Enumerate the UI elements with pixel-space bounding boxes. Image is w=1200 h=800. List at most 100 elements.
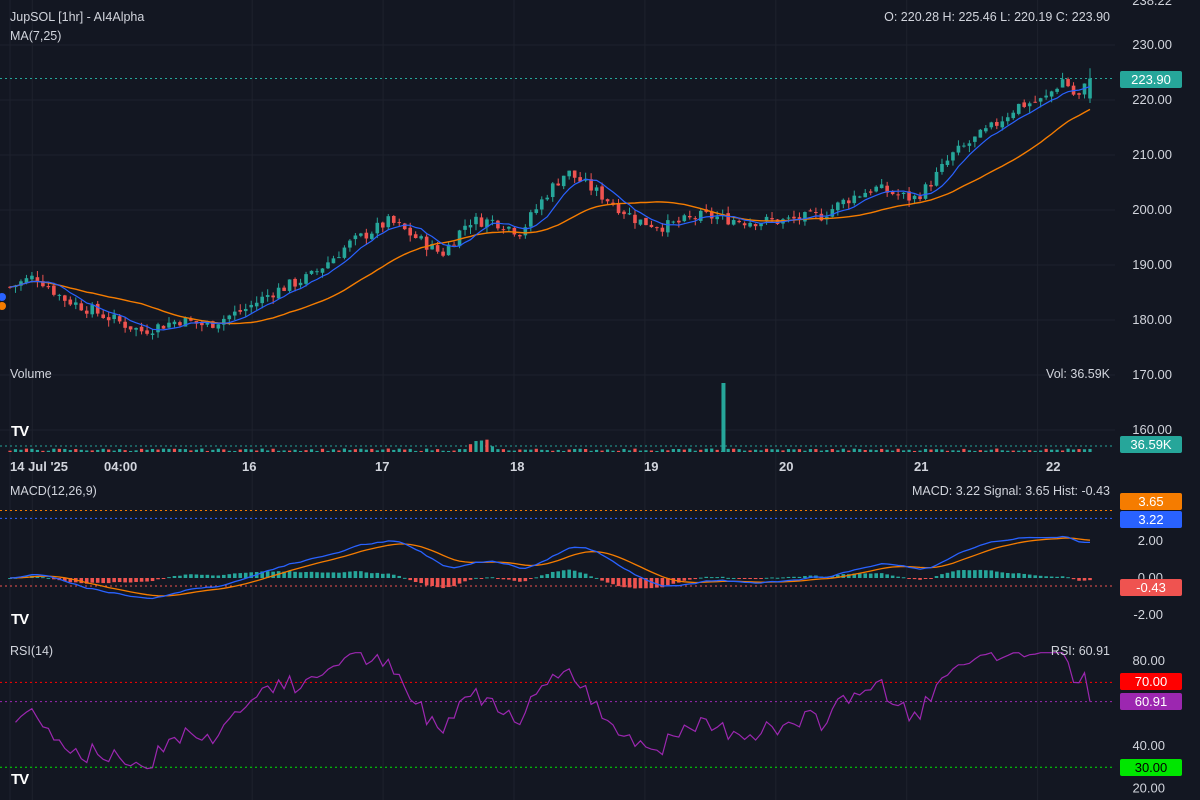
candle <box>518 235 522 237</box>
tradingview-logo: TV <box>11 611 29 628</box>
macd-hist-bar <box>1033 575 1037 578</box>
macd-hist-bar <box>1082 578 1087 581</box>
volume-bar <box>858 449 862 452</box>
macd-hist-bar <box>46 577 51 579</box>
volume-bar <box>260 448 264 452</box>
macd-hist-bar <box>123 578 127 583</box>
macd-hist-bar <box>583 573 588 578</box>
macd-hist-bar <box>781 577 785 579</box>
candle <box>748 222 752 227</box>
volume-bar <box>282 450 286 452</box>
candle <box>183 317 188 327</box>
candle <box>649 224 654 228</box>
macd-hist-bar <box>402 577 407 579</box>
candle <box>934 171 939 186</box>
macd-hist-bar <box>874 573 878 578</box>
volume-bar <box>660 449 664 452</box>
macd-hist-bar <box>951 571 955 578</box>
macd-hist-bar <box>759 578 763 579</box>
volume-bar <box>1055 449 1059 452</box>
volume-bar <box>759 450 763 452</box>
volume-bar <box>172 448 177 452</box>
macd-hist-bar <box>1044 576 1048 578</box>
macd-hist-bar <box>973 570 977 578</box>
macd-hist-bar <box>128 578 133 583</box>
candle <box>320 268 325 273</box>
volume-bar <box>627 450 632 452</box>
candle <box>792 216 796 219</box>
volume-bar <box>940 449 944 452</box>
price-tick: 180.00 <box>1132 312 1172 327</box>
price-tick: 210.00 <box>1132 147 1172 162</box>
macd-hist-bar <box>578 572 582 578</box>
candle <box>539 199 544 210</box>
candle <box>731 220 736 225</box>
macd-hist-bar <box>989 570 994 578</box>
candle <box>918 196 922 200</box>
candle <box>468 225 473 228</box>
candle <box>68 299 73 305</box>
volume-bar <box>85 450 89 452</box>
volume-bar <box>277 450 281 452</box>
volume-bar <box>699 449 703 452</box>
macd-hist-bar <box>929 578 933 579</box>
volume-bar <box>348 450 352 452</box>
candle <box>989 122 994 128</box>
volume-bar <box>852 448 856 452</box>
candle <box>452 244 456 246</box>
macd-hist-bar <box>342 572 347 578</box>
candle <box>353 235 358 240</box>
candle <box>819 213 824 221</box>
candle <box>726 213 730 225</box>
candle <box>978 129 983 138</box>
macd-hist-bar <box>682 578 687 581</box>
rsi-tick: 20.00 <box>1132 780 1165 795</box>
volume-bar <box>896 448 900 452</box>
macd-hist-bar <box>249 572 254 578</box>
macd-hist-bar <box>660 578 665 588</box>
time-tick: 22 <box>1046 459 1061 474</box>
volume-bar <box>847 450 851 452</box>
candle <box>178 322 182 326</box>
macd-hist-bar <box>622 578 626 588</box>
macd-hist-bar <box>95 578 100 583</box>
volume-bar <box>52 448 56 452</box>
macd-hist-bar <box>1038 575 1043 578</box>
macd-hist-bar <box>764 577 769 579</box>
macd-hist-bar <box>1027 574 1032 578</box>
volume-bar <box>375 450 379 452</box>
ma-7-marker <box>0 293 6 301</box>
macd-hist-bar <box>945 572 950 578</box>
candle <box>315 271 319 273</box>
macd-hist-bar <box>600 578 604 581</box>
volume-bar <box>540 449 544 452</box>
macd-hist-bar <box>35 576 40 578</box>
candle <box>243 308 248 312</box>
candle <box>759 223 763 227</box>
macd-hist-bar <box>408 578 413 581</box>
ma-legend: MA(7,25) <box>10 29 62 43</box>
macd-hist-bar <box>967 570 972 578</box>
candle <box>644 217 648 226</box>
macd-hist-bar <box>539 575 544 578</box>
volume-bar <box>364 449 368 452</box>
candle <box>901 192 906 195</box>
volume-bar <box>929 449 933 452</box>
macd-hist-bar <box>41 577 45 579</box>
macd-hist-bar <box>507 578 511 580</box>
candle <box>298 282 303 286</box>
candle <box>265 295 270 297</box>
volume-bar <box>732 448 736 452</box>
ma-7-line <box>9 85 1091 331</box>
volume-bar <box>693 450 697 452</box>
volume-bar <box>1077 449 1081 452</box>
volume-bar <box>803 450 807 452</box>
volume-bar <box>222 449 226 452</box>
volume-bar <box>748 450 752 452</box>
macd-hist-bar <box>529 578 533 579</box>
volume-bar <box>68 450 72 452</box>
candle <box>46 286 51 288</box>
candle <box>254 302 259 307</box>
volume-bar <box>403 449 407 452</box>
candle <box>912 195 917 200</box>
